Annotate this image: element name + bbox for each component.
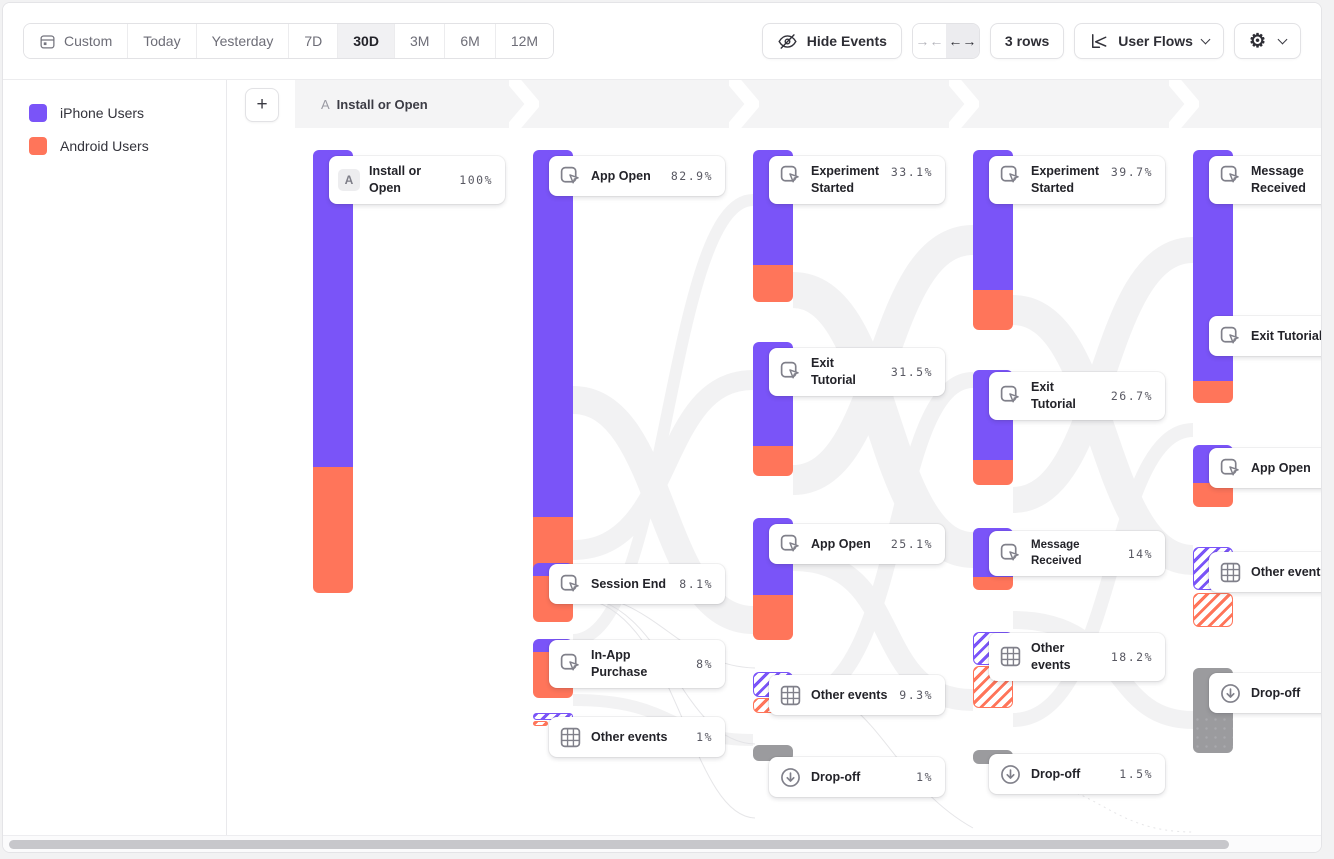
click-event-icon [998,384,1022,408]
sankey-diagram: A Install or Open 100% App Open 82.9% [227,80,1321,836]
content-area: iPhone Users Android Users + A Install o… [3,80,1321,836]
legend-item-android-users[interactable]: Android Users [29,137,226,155]
event-a-badge: A [338,168,360,191]
date-3m-button[interactable]: 3M [394,24,446,58]
date-7d-button[interactable]: 7D [289,24,339,58]
click-event-icon [1218,163,1242,187]
flow-node-install-or-open[interactable]: A Install or Open 100% [329,156,505,204]
chevron-down-icon [1277,34,1288,45]
date-yesterday-button[interactable]: Yesterday [196,24,290,58]
flow-node-other-events-5[interactable]: Other events [1209,552,1321,592]
date-range-control: Custom Today Yesterday 7D 30D 3M 6M 12M [23,23,555,59]
drop-off-icon [1218,681,1242,705]
start-event-header[interactable]: A Install or Open [321,80,428,128]
hide-events-button[interactable]: Hide Events [761,23,902,59]
flow-node-message-received-4[interactable]: Message Received 14% [989,531,1165,577]
expand-columns-button[interactable]: ←→ [945,24,979,58]
legend-item-iphone-users[interactable]: iPhone Users [29,104,226,122]
flow-node-exit-tutorial-5[interactable]: Exit Tutorial [1209,316,1321,356]
segment-legend-sidebar: iPhone Users Android Users [3,80,227,836]
flow-node-message-received-5[interactable]: Message Received [1209,156,1321,204]
drop-off-icon [998,762,1022,786]
hide-events-label: Hide Events [806,33,887,49]
flow-node-drop-off-4[interactable]: Drop-off 1.5% [989,754,1165,794]
chevron-down-icon [1200,34,1211,45]
android-users-swatch [29,137,47,155]
click-event-icon [778,163,802,187]
chart-type-label: User Flows [1118,33,1193,49]
iphone-users-swatch [29,104,47,122]
flow-node-experiment-started[interactable]: Experiment Started 33.1% [769,156,945,204]
grid-events-icon [1218,560,1242,584]
click-event-icon [778,532,802,556]
flow-bar-install-or-open[interactable] [313,150,353,593]
click-event-icon [1218,324,1242,348]
date-custom-label: Custom [64,33,113,49]
step-separator-chevron [509,80,539,128]
drop-off-icon [778,765,802,789]
flow-node-app-open[interactable]: App Open 82.9% [549,156,725,196]
flow-node-drop-off-5[interactable]: Drop-off [1209,673,1321,713]
click-event-icon [558,164,582,188]
flow-node-other-events-4[interactable]: Other events 18.2% [989,633,1165,681]
grid-events-icon [998,645,1022,669]
click-event-icon [778,360,802,384]
user-flows-icon [1089,31,1109,51]
toolbar-right-group: Hide Events →← ←→ 3 rows User Flows ⚙ [761,23,1301,59]
calendar-icon [39,33,56,50]
start-event-name: Install or Open [336,96,428,112]
flow-node-app-open-5[interactable]: App Open [1209,448,1321,488]
click-event-icon [558,652,582,676]
grid-events-icon [558,725,582,749]
flow-node-exit-tutorial[interactable]: Exit Tutorial 31.5% [769,348,945,396]
collapse-columns-button[interactable]: →← [912,24,946,58]
start-event-badge: A [321,96,330,112]
gear-icon: ⚙ [1248,30,1266,52]
date-custom-button[interactable]: Custom [24,24,129,58]
top-toolbar: Custom Today Yesterday 7D 30D 3M 6M 12M … [3,3,1321,80]
step-separator-chevron [949,80,979,128]
flow-node-app-open-3[interactable]: App Open 25.1% [769,524,945,564]
eye-off-icon [777,31,798,52]
chart-type-dropdown[interactable]: User Flows [1074,23,1224,59]
steps-header-band: A Install or Open [295,80,1321,128]
collapse-expand-control: →← ←→ [911,23,980,59]
android-users-label: Android Users [60,138,149,154]
bar-segment-android [313,467,353,593]
click-event-icon [998,542,1022,566]
flow-node-in-app-purchase[interactable]: In-App Purchase 8% [549,640,725,688]
flow-node-session-end[interactable]: Session End 8.1% [549,564,725,604]
horizontal-scrollbar [3,835,1321,852]
step-separator-chevron [1169,80,1199,128]
rows-label: 3 rows [1004,33,1050,49]
flow-node-other-events[interactable]: Other events 1% [549,717,725,757]
grid-events-icon [778,683,802,707]
flow-node-experiment-started-4[interactable]: Experiment Started 39.7% [989,156,1165,204]
rows-button[interactable]: 3 rows [989,23,1065,59]
flow-node-other-events-3[interactable]: Other events 9.3% [769,675,945,715]
flow-canvas: + A Install or Open [227,80,1321,836]
date-30d-button[interactable]: 30D [338,24,395,58]
flow-bar-other-events-5-android[interactable] [1193,593,1233,627]
date-6m-button[interactable]: 6M [445,24,496,58]
horizontal-scrollbar-thumb[interactable] [9,840,1229,849]
flow-node-exit-tutorial-4[interactable]: Exit Tutorial 26.7% [989,372,1165,420]
date-12m-button[interactable]: 12M [495,24,554,58]
step-separator-chevron [729,80,759,128]
click-event-icon [1218,456,1242,480]
settings-dropdown[interactable]: ⚙ [1233,23,1301,59]
flow-bar-other-events-android[interactable] [533,721,548,726]
iphone-users-label: iPhone Users [60,105,145,121]
add-step-button[interactable]: + [245,88,279,122]
flow-node-drop-off-3[interactable]: Drop-off 1% [769,757,945,797]
flow-bar-app-open[interactable] [533,150,573,597]
date-today-button[interactable]: Today [128,24,197,58]
click-event-icon [558,572,582,596]
click-event-icon [998,163,1022,187]
